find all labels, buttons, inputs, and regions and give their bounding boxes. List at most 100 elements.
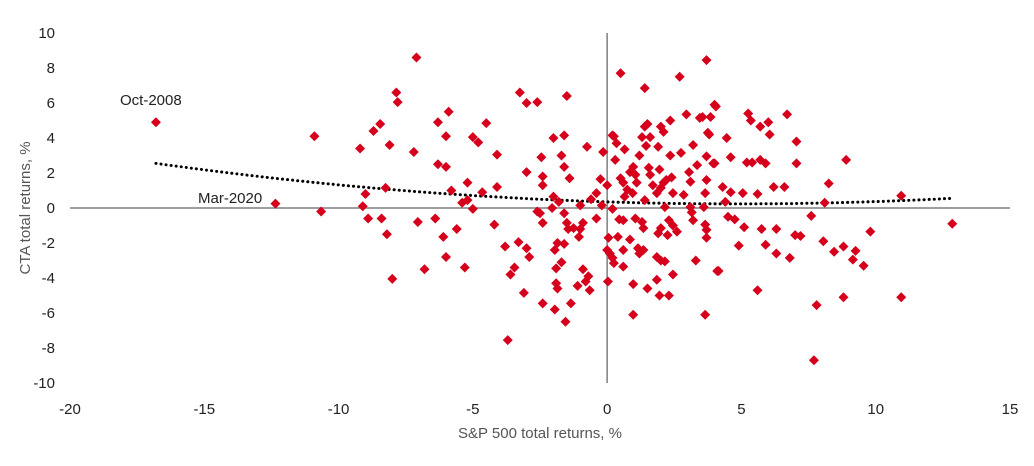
data-point <box>615 68 626 79</box>
data-point <box>713 266 724 276</box>
data-point <box>573 231 584 242</box>
data-point <box>667 269 678 280</box>
data-point <box>768 182 779 192</box>
data-point <box>577 264 588 275</box>
data-point <box>858 260 869 271</box>
data-point <box>548 191 559 202</box>
data-point <box>509 262 520 273</box>
tick-labels: -20 -15 -10 -5 0 5 10 15 10 8 6 4 2 0 -2 -4 -6 -8 -10 <box>33 25 1018 418</box>
data-point <box>658 126 669 137</box>
data-point <box>643 162 654 173</box>
data-point <box>559 208 570 219</box>
data-point <box>556 257 567 268</box>
data-point <box>357 201 368 212</box>
data-point <box>411 52 422 63</box>
data-point <box>782 109 793 120</box>
data-point <box>628 279 639 290</box>
data-point <box>688 140 699 150</box>
data-point <box>819 197 830 208</box>
data-point <box>524 252 535 262</box>
data-point <box>492 149 503 160</box>
data-point <box>647 180 658 191</box>
data-point <box>721 133 732 143</box>
data-point <box>150 117 161 128</box>
data-point <box>536 152 547 163</box>
annotation-oct-2008: Oct-2008 <box>120 92 182 109</box>
data-point <box>392 97 403 108</box>
data-point <box>556 150 567 161</box>
data-point <box>698 202 709 213</box>
data-point <box>771 224 782 234</box>
x-tick-label: -10 <box>328 401 350 418</box>
data-point <box>642 119 653 129</box>
data-point <box>602 276 613 287</box>
data-point <box>564 173 575 184</box>
y-tick-label: -10 <box>33 375 55 392</box>
data-point <box>667 188 678 199</box>
data-point <box>412 217 423 227</box>
data-point <box>841 154 852 165</box>
data-point <box>655 223 666 234</box>
data-point <box>532 97 543 108</box>
data-point <box>701 232 712 243</box>
data-point <box>612 231 623 242</box>
x-tick-label: 15 <box>1002 401 1019 418</box>
data-point <box>549 304 560 315</box>
data-point <box>811 300 822 311</box>
data-point <box>537 180 548 191</box>
data-point <box>737 188 748 199</box>
data-point <box>665 150 676 161</box>
data-point <box>764 129 775 140</box>
data-point <box>720 196 731 207</box>
x-tick-label: 0 <box>603 401 611 418</box>
data-point <box>432 117 443 128</box>
data-point <box>586 194 597 205</box>
data-point <box>763 117 774 128</box>
data-point <box>850 245 861 256</box>
data-point <box>441 252 451 262</box>
data-point <box>692 160 703 171</box>
data-point <box>700 309 711 320</box>
data-point <box>607 203 618 214</box>
data-point <box>685 176 696 187</box>
data-point <box>701 55 712 66</box>
y-axis-label: CTA total returns, % <box>17 141 34 274</box>
data-point <box>829 246 840 257</box>
data-point <box>360 189 371 199</box>
data-point <box>467 132 478 143</box>
data-point <box>697 112 708 122</box>
data-point <box>375 119 386 129</box>
data-point <box>676 147 686 158</box>
data-point <box>611 138 622 149</box>
data-point <box>784 252 795 263</box>
data-point <box>627 188 638 199</box>
data-point <box>701 175 712 185</box>
data-point <box>462 195 473 206</box>
data-point <box>521 167 532 178</box>
data-point <box>537 171 548 182</box>
data-point <box>596 200 607 211</box>
data-point <box>467 203 478 214</box>
data-point <box>537 298 548 309</box>
data-point <box>760 239 771 250</box>
data-point <box>654 290 665 301</box>
data-point <box>355 143 366 154</box>
y-tick-label: 10 <box>38 25 55 42</box>
data-point <box>709 158 720 169</box>
data-point <box>659 202 670 213</box>
data-point <box>568 223 579 234</box>
data-point <box>645 132 656 143</box>
data-point <box>666 172 677 183</box>
data-point <box>667 220 678 231</box>
annotation-mar-2020: Mar-2020 <box>198 190 262 207</box>
data-point <box>637 132 648 143</box>
data-point <box>381 229 392 240</box>
data-point <box>560 316 571 327</box>
data-point <box>582 141 592 152</box>
data-point <box>572 280 583 291</box>
data-point <box>686 207 697 218</box>
data-point <box>808 355 819 366</box>
data-point <box>502 335 513 346</box>
data-point <box>565 298 576 309</box>
data-point <box>521 98 532 108</box>
